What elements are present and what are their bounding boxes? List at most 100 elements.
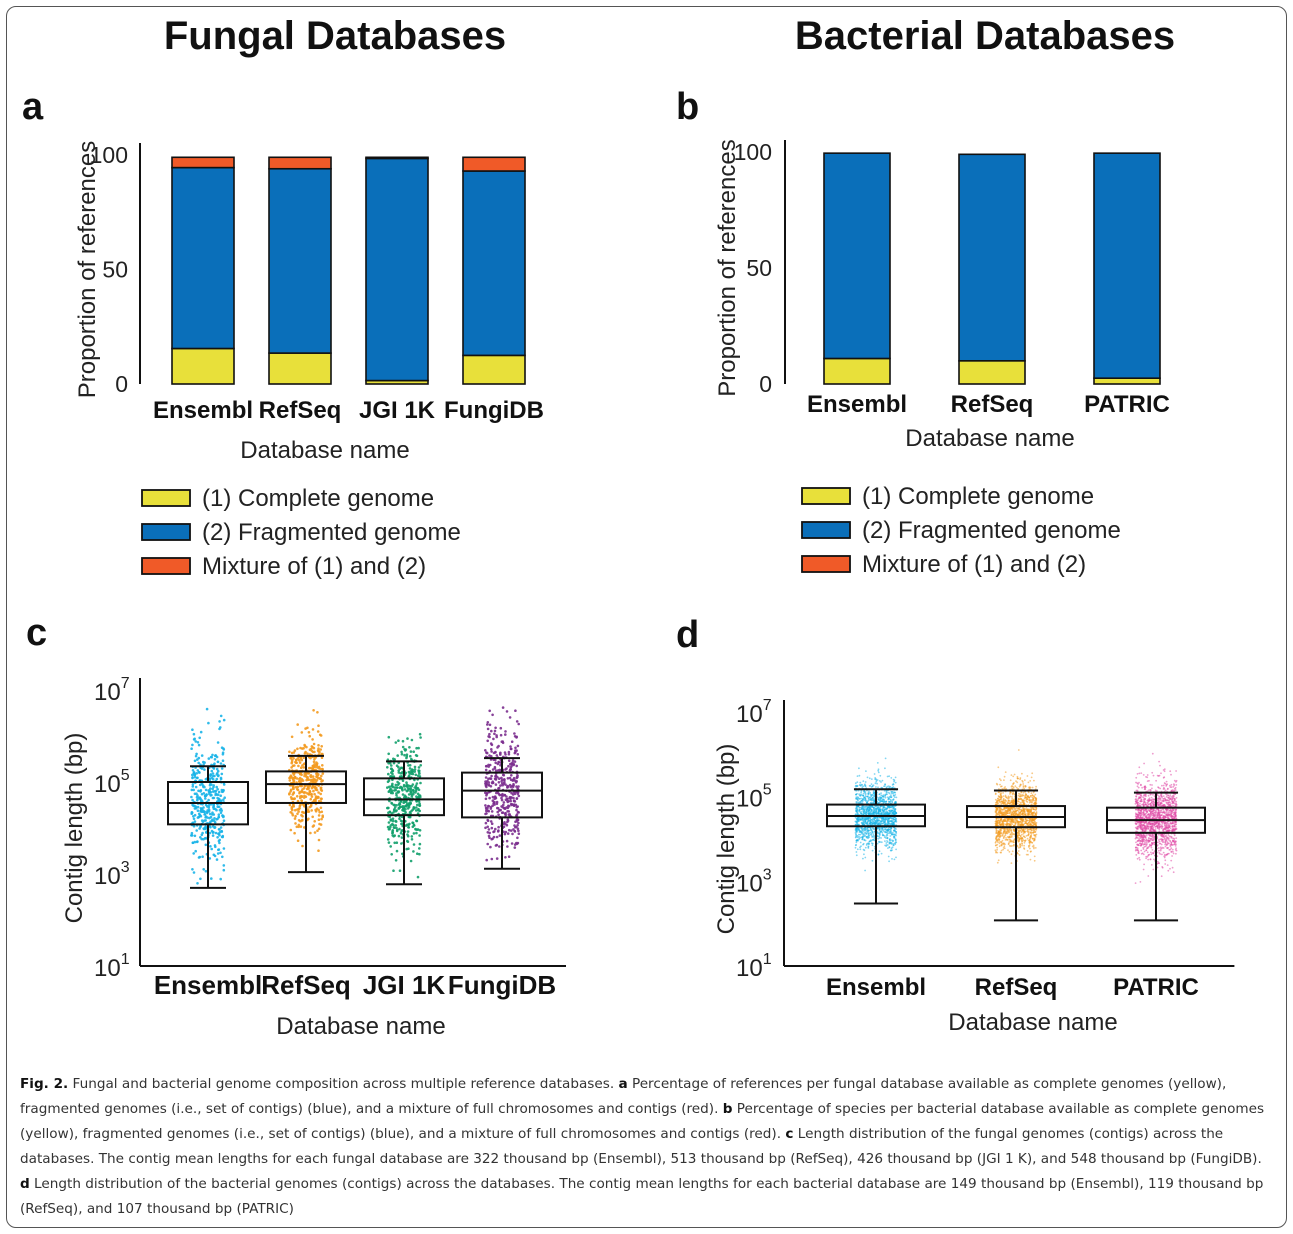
chart-d-scatter-point — [1145, 857, 1147, 860]
chart-d-scatter-point — [1024, 785, 1027, 787]
chart-d-scatter-point — [877, 810, 880, 812]
chart-c-scatter-point — [191, 785, 195, 788]
chart-d-scatter-point — [1029, 813, 1031, 816]
chart-c-scatter-point — [515, 808, 518, 812]
chart-d-scatter-point — [999, 840, 1001, 843]
chart-d-scatter-point — [864, 793, 867, 796]
chart-c-scatter-point — [197, 789, 200, 793]
chart-d-scatter-point — [894, 791, 897, 794]
chart-d-scatter-point — [861, 807, 863, 809]
chart-d-scatter-point — [865, 770, 867, 772]
chart-c-scatter-point — [504, 733, 507, 736]
chart-c-scatter-point — [213, 826, 217, 829]
chart-d-scatter-point — [885, 828, 888, 831]
chart-d-scatter-point — [856, 797, 858, 800]
chart-c-scatter-point — [313, 831, 317, 834]
chart-c-scatter-point — [317, 827, 321, 831]
chart-c-scatter-point — [197, 761, 200, 765]
chart-d-scatter-point — [1010, 801, 1013, 803]
chart-d-scatter-point — [1028, 841, 1031, 844]
chart-c-scatter-point — [387, 752, 391, 756]
chart-c-scatter-point — [315, 779, 319, 782]
chart-c-scatter-point — [403, 788, 407, 791]
chart-c-scatter-point — [309, 775, 313, 779]
chart-d-scatter-point — [1011, 850, 1014, 853]
chart-d-scatter-point — [871, 796, 874, 799]
chart-c-scatter-point — [316, 711, 319, 714]
chart-c-scatter-point — [216, 788, 219, 791]
chart-c-scatter-point — [217, 832, 220, 835]
chart-b-ytick-label: 100 — [734, 139, 772, 165]
chart-d-scatter-point — [895, 841, 898, 844]
chart-c-scatter-point — [505, 806, 508, 809]
chart-c-scatter-point — [501, 706, 505, 709]
chart-d-scatter-point — [1012, 841, 1015, 844]
chart-d-scatter-point — [871, 818, 874, 820]
chart-c-scatter-point — [497, 781, 501, 784]
chart-c-scatter-point — [495, 800, 499, 804]
chart-c-scatter-point — [410, 809, 413, 813]
chart-d-scatter-point — [1002, 824, 1005, 827]
chart-d-scatter-point — [1021, 833, 1023, 836]
chart-c-scatter-point — [487, 834, 491, 838]
chart-d-scatter-point — [855, 800, 858, 803]
chart-c-scatter-point — [414, 827, 417, 831]
chart-d-scatter-point — [1009, 821, 1012, 824]
chart-c-scatter-point — [198, 855, 202, 859]
chart-a-bar-segment — [462, 156, 526, 172]
chart-c-scatter-point — [504, 783, 507, 786]
chart-c-scatter-point — [412, 843, 416, 846]
chart-d-scatter-point — [885, 800, 887, 803]
chart-c-scatter-point — [419, 781, 422, 785]
chart-d-scatter-point — [1020, 813, 1022, 816]
chart-d-scatter-point — [879, 830, 882, 832]
chart-d-scatter-point — [889, 842, 892, 845]
chart-c-scatter-point — [389, 787, 392, 791]
chart-c-scatter-point — [290, 766, 293, 769]
chart-d-scatter-point — [998, 811, 1000, 813]
chart-d-scatter-point — [868, 834, 871, 837]
chart-c-scatter-point — [216, 805, 219, 809]
chart-c-scatter-point — [389, 819, 393, 822]
chart-c-scatter-point — [484, 776, 488, 779]
chart-c-scatter-point — [221, 751, 225, 754]
chart-c-scatter-point — [310, 745, 314, 748]
chart-c-scatter-point — [412, 832, 416, 835]
chart-c-scatter-point — [507, 750, 511, 754]
chart-d-scatter-point — [893, 806, 895, 809]
chart-d-scatter-point — [856, 848, 859, 851]
chart-c-scatter-point — [412, 824, 416, 827]
chart-d-scatter-point — [1033, 831, 1036, 833]
chart-c-scatter-point — [218, 720, 221, 723]
chart-b-ytick-label: 0 — [759, 371, 772, 397]
chart-d-scatter-point — [1027, 828, 1030, 831]
chart-c-scatter-point — [219, 826, 223, 829]
chart-d-scatter-point — [1006, 801, 1009, 804]
chart-c-scatter-point — [390, 853, 394, 856]
chart-c-scatter-point — [288, 776, 291, 780]
chart-d-scatter-point — [1013, 782, 1015, 784]
chart-c-scatter-point — [510, 842, 514, 845]
chart-d-scatter-point — [875, 821, 878, 823]
chart-d-scatter-point — [1016, 781, 1019, 784]
chart-d-scatter-point — [1009, 811, 1012, 813]
chart-c-scatter-point — [197, 743, 201, 747]
chart-c-scatter-point — [300, 731, 304, 734]
chart-c-scatter-point — [193, 759, 197, 763]
chart-c-scatter-point — [400, 830, 403, 833]
chart-d-scatter-point — [890, 794, 892, 797]
figure-frame — [6, 6, 1287, 1228]
chart-d-scatter-point — [854, 823, 857, 826]
chart-c-scatter-point — [497, 825, 500, 829]
chart-b-category-label: RefSeq — [951, 391, 1034, 418]
chart-d-scatter-point — [870, 834, 873, 836]
chart-c-scatter-point — [296, 812, 299, 816]
chart-c-scatter-point — [208, 812, 212, 816]
chart-c-scatter-point — [499, 726, 503, 730]
chart-c-box — [363, 777, 445, 817]
chart-c-scatter-point — [308, 766, 311, 770]
chart-c-scatter-point — [485, 809, 488, 813]
chart-c-scatter-point — [503, 821, 506, 824]
chart-d-scatter-point — [878, 780, 881, 782]
chart-c-scatter-point — [204, 837, 207, 840]
